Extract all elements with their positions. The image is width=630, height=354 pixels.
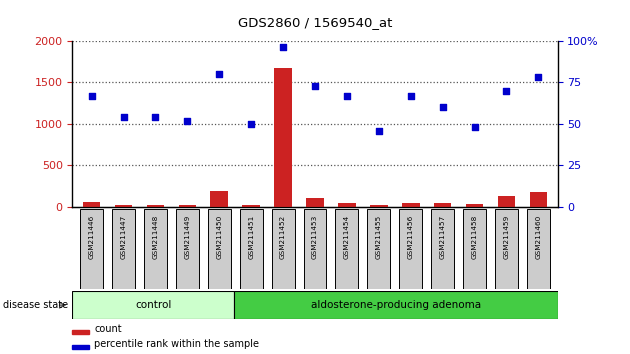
Bar (234, 291, 558, 319)
Bar (466, 204, 483, 207)
FancyBboxPatch shape (144, 209, 167, 289)
Point (278, 45, 288, 50)
FancyBboxPatch shape (431, 209, 454, 289)
Bar (402, 203, 420, 207)
FancyBboxPatch shape (112, 209, 135, 289)
Bar (83, 202, 100, 207)
Point (342, 93, 352, 98)
Point (534, 74, 544, 80)
Point (406, 93, 416, 98)
Point (86, 93, 96, 98)
Bar (72, 330, 89, 334)
Point (469, 124, 479, 130)
Text: GSM211460: GSM211460 (536, 215, 541, 259)
Bar (115, 205, 132, 207)
Point (438, 104, 448, 110)
FancyBboxPatch shape (527, 209, 550, 289)
Text: GSM211451: GSM211451 (248, 215, 254, 259)
FancyBboxPatch shape (272, 209, 295, 289)
Text: percentile rank within the sample: percentile rank within the sample (94, 339, 260, 349)
FancyBboxPatch shape (239, 209, 263, 289)
Bar (178, 205, 196, 207)
Text: GSM211447: GSM211447 (120, 215, 127, 259)
Text: GSM211455: GSM211455 (376, 215, 382, 259)
Point (310, 83, 320, 88)
Text: GSM211452: GSM211452 (280, 215, 286, 259)
Text: GSM211454: GSM211454 (344, 215, 350, 259)
Bar (147, 205, 164, 207)
FancyBboxPatch shape (463, 209, 486, 289)
Point (501, 88, 512, 93)
Text: GSM211448: GSM211448 (152, 215, 158, 259)
Text: disease state: disease state (3, 300, 68, 310)
Point (118, 114, 129, 120)
Point (151, 114, 161, 120)
Point (246, 121, 256, 127)
Bar (530, 192, 547, 207)
FancyBboxPatch shape (335, 209, 358, 289)
FancyBboxPatch shape (176, 209, 199, 289)
Bar (370, 205, 387, 207)
Point (214, 71, 224, 77)
Bar (306, 198, 324, 207)
Bar (243, 205, 260, 207)
FancyBboxPatch shape (367, 209, 391, 289)
Text: GSM211458: GSM211458 (472, 215, 478, 259)
Text: control: control (135, 300, 171, 310)
Bar (72, 291, 234, 319)
Text: GSM211453: GSM211453 (312, 215, 318, 259)
FancyBboxPatch shape (80, 209, 103, 289)
Bar (338, 202, 356, 207)
Text: count: count (94, 324, 122, 334)
Text: GSM211459: GSM211459 (503, 215, 510, 259)
Text: GSM211446: GSM211446 (89, 215, 94, 259)
Text: GDS2860 / 1569540_at: GDS2860 / 1569540_at (238, 16, 392, 29)
Text: aldosterone-producing adenoma: aldosterone-producing adenoma (311, 300, 481, 310)
FancyBboxPatch shape (495, 209, 518, 289)
Point (374, 128, 384, 133)
Bar (274, 68, 292, 207)
Text: GSM211457: GSM211457 (440, 215, 445, 259)
FancyBboxPatch shape (399, 209, 422, 289)
Bar (498, 196, 515, 207)
Bar (72, 346, 89, 349)
Text: GSM211449: GSM211449 (185, 215, 190, 259)
Point (182, 118, 192, 124)
FancyBboxPatch shape (304, 209, 326, 289)
Text: GSM211450: GSM211450 (216, 215, 222, 259)
Text: GSM211456: GSM211456 (408, 215, 414, 259)
Bar (210, 191, 228, 207)
Bar (434, 203, 452, 207)
FancyBboxPatch shape (208, 209, 231, 289)
